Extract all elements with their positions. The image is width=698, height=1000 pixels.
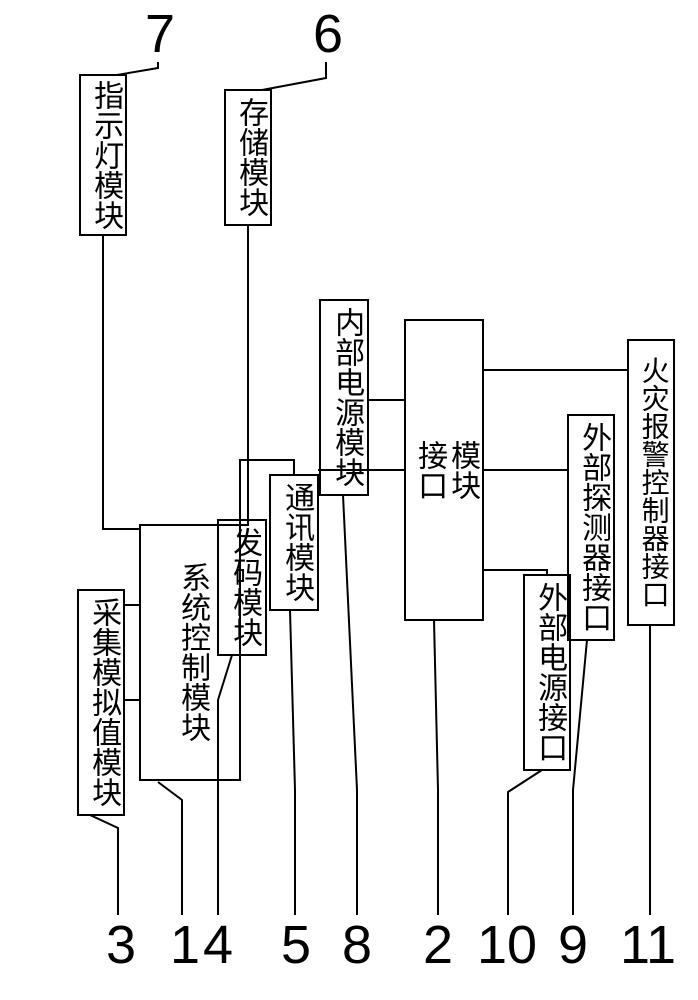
svg-text:接口: 接口	[413, 440, 448, 500]
node-storage-module: 存储模块	[225, 90, 271, 225]
callout-num-7: 7	[145, 4, 175, 64]
node-interface-module: 接口 模块	[405, 320, 483, 620]
svg-text:火灾报警控制器接口: 火灾报警控制器接口	[638, 356, 670, 608]
node-acquisition-module: 采集模拟值模块	[78, 590, 124, 815]
edge-n1-n6	[240, 225, 248, 525]
diagram-root: 采集模拟值模块 系统控制模块 发码模块 通讯模块 内部电源模块 接口 模块 指示…	[0, 0, 698, 1000]
edge-n1-n7	[103, 235, 140, 529]
svg-text:模块: 模块	[446, 440, 481, 500]
node-comm-module: 通讯模块	[270, 475, 318, 610]
leader-9	[573, 640, 587, 915]
callout-num-11: 11	[620, 915, 676, 975]
node-internal-power-module: 内部电源模块	[320, 300, 368, 495]
callout-num-6: 6	[313, 4, 343, 64]
callout-num-9: 9	[558, 915, 588, 975]
svg-text:发码模块: 发码模块	[228, 527, 263, 647]
svg-text:采集模拟值模块: 采集模拟值模块	[87, 597, 122, 807]
svg-text:通讯模块: 通讯模块	[280, 482, 315, 602]
leader-6	[262, 62, 326, 90]
diagram-svg: 采集模拟值模块 系统控制模块 发码模块 通讯模块 内部电源模块 接口 模块 指示…	[0, 0, 698, 1000]
svg-text:外部电源接口: 外部电源接口	[533, 582, 568, 762]
callout-num-5: 5	[281, 915, 311, 975]
node-code-module: 发码模块	[218, 520, 266, 655]
leader-4	[218, 655, 232, 915]
svg-text:外部探测器接口: 外部探测器接口	[577, 422, 612, 632]
svg-text:指示灯模块: 指示灯模块	[89, 80, 124, 230]
callout-num-1: 1	[170, 915, 200, 975]
node-fire-alarm-interface: 火灾报警控制器接口	[628, 340, 674, 625]
callout-num-2: 2	[423, 915, 453, 975]
leader-5	[290, 610, 295, 915]
svg-text:内部电源模块: 内部电源模块	[330, 307, 365, 487]
leader-10	[508, 770, 542, 915]
svg-text:系统控制模块: 系统控制模块	[176, 562, 211, 742]
callout-num-8: 8	[342, 915, 372, 975]
leader-8	[343, 495, 357, 915]
svg-text:存储模块: 存储模块	[234, 97, 269, 217]
callout-num-4: 4	[203, 915, 233, 975]
leader-1	[158, 782, 182, 915]
node-system-control-module: 系统控制模块	[140, 525, 240, 780]
node-ext-detector-interface: 外部探测器接口	[568, 415, 614, 640]
leader-2	[434, 620, 438, 915]
callout-num-10: 10	[477, 915, 537, 975]
node-ext-power-interface: 外部电源接口	[524, 575, 570, 770]
callout-num-3: 3	[106, 915, 136, 975]
node-indicator-module: 指示灯模块	[80, 75, 126, 235]
leader-3	[90, 815, 118, 915]
